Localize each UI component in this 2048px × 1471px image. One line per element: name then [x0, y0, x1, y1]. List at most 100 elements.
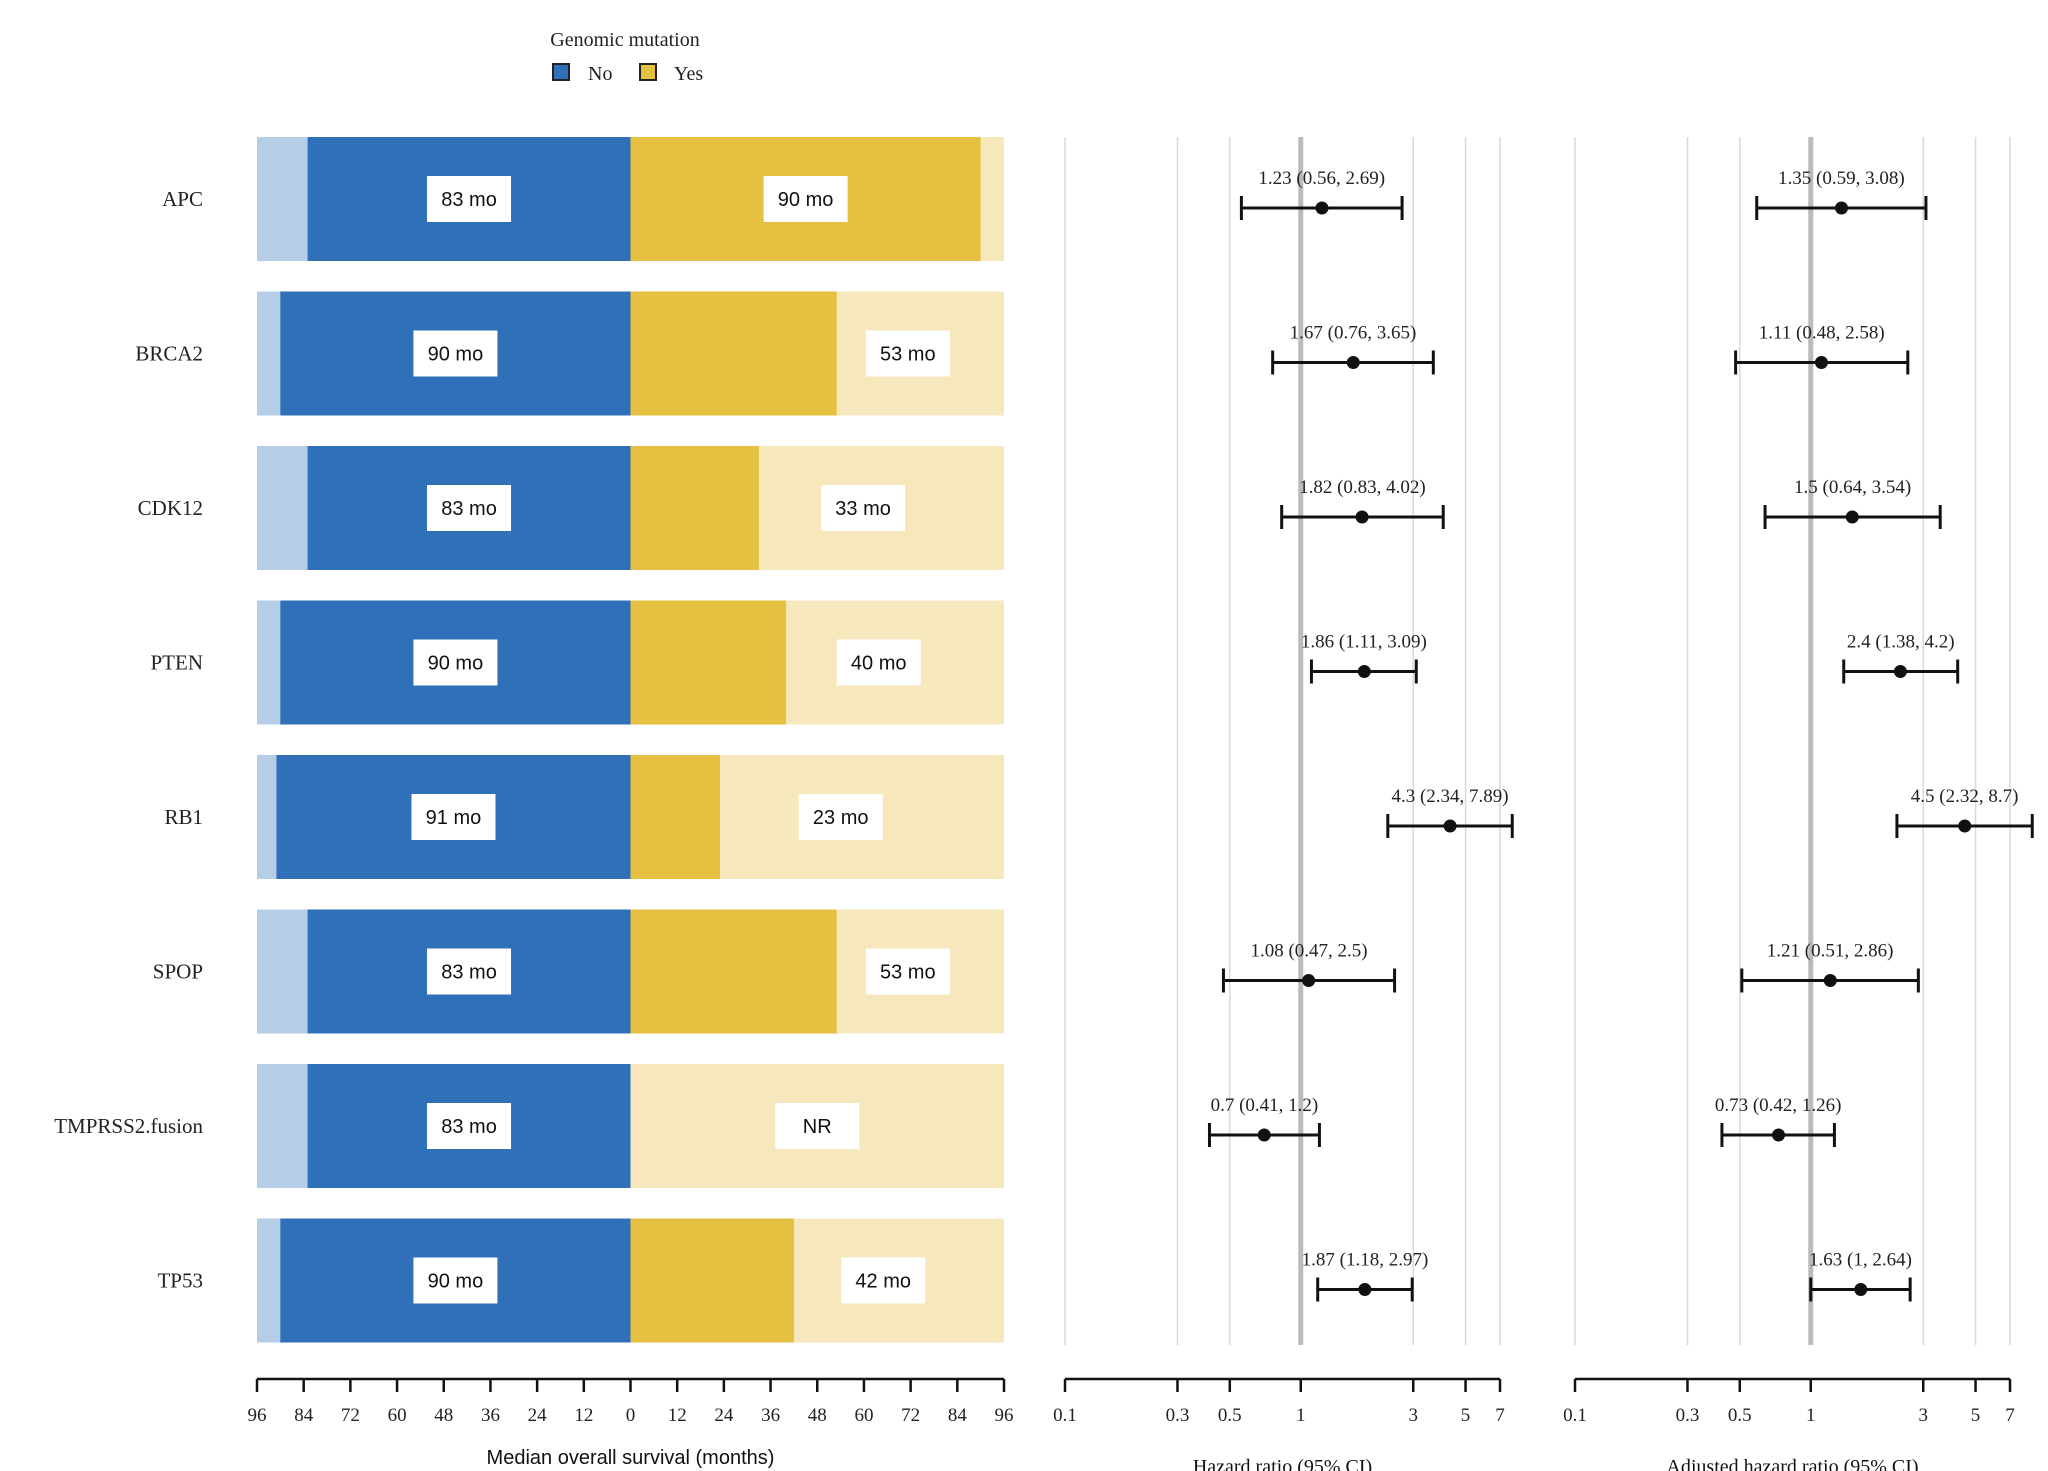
bar-yes [630, 1218, 794, 1343]
gene-label: SPOP [153, 960, 203, 984]
x-tick-label: 48 [434, 1405, 453, 1426]
x-tick-label: 0 [626, 1405, 636, 1426]
legend-swatch-no [552, 63, 570, 81]
estimate-label: 1.5 (0.64, 3.54) [1794, 477, 1911, 498]
x-tick-label: 0.5 [1218, 1405, 1242, 1426]
estimate-point [1834, 201, 1848, 215]
estimate-label: 1.87 (1.18, 2.97) [1302, 1250, 1429, 1271]
hazard-ratio-panel: 1.23 (0.56, 2.69) 1.67 (0.76, 3.65) 1.82 (… [1053, 137, 1514, 1471]
bar-yes [630, 291, 837, 416]
x-tick-label: 0.3 [1676, 1405, 1700, 1426]
estimate-point [1346, 356, 1360, 369]
legend-title: Genomic mutation [550, 29, 699, 51]
bar-yes [630, 446, 759, 570]
estimate-label: 0.73 (0.42, 1.26) [1715, 1095, 1842, 1116]
estimate-label: 4.3 (2.34, 7.89) [1391, 786, 1508, 807]
x-tick-label: 24 [528, 1405, 548, 1426]
gene-label: RB1 [164, 805, 203, 829]
gene-label: BRCA2 [135, 342, 203, 366]
bar-label-yes: 40 mo [851, 653, 907, 675]
estimate-point [1358, 1283, 1372, 1296]
legend: Genomic mutation No Yes [550, 29, 703, 85]
x-tick-label: 96 [995, 1405, 1014, 1426]
x-tick-label: 3 [1408, 1405, 1418, 1426]
gene-label: APC [162, 187, 203, 211]
x-tick-label: 84 [948, 1405, 968, 1426]
bar-label-box-yes [821, 485, 906, 531]
bar-label-no: 90 mo [428, 344, 484, 366]
estimate-label: 1.23 (0.56, 2.69) [1258, 168, 1385, 189]
estimate-point [1443, 819, 1457, 833]
estimate-point [1823, 974, 1837, 987]
estimate-label: 0.7 (0.41, 1.2) [1211, 1095, 1319, 1116]
x-tick-label: 72 [901, 1405, 920, 1426]
legend-swatch-yes [639, 63, 657, 81]
x-axis-title: Adjusted hazard ratio (95% CI) [1666, 1456, 1918, 1471]
bar-label-box-no [411, 794, 496, 840]
bar-label-box-no [427, 948, 512, 995]
bar-label-yes: NR [803, 1116, 832, 1138]
bar-label-box-no [427, 1103, 512, 1149]
bar-label-box-yes [865, 948, 950, 995]
bar-label-yes: 23 mo [813, 807, 869, 829]
gene-labels: APC BRCA2 CDK12 PTEN RB1 SPOP TMPRSS2.fusion TP… [54, 187, 203, 1293]
bar-label-yes: 90 mo [778, 189, 834, 211]
gene-label: CDK12 [138, 496, 203, 520]
x-tick-label: 48 [808, 1405, 827, 1426]
estimate-label: 1.67 (0.76, 3.65) [1290, 323, 1417, 344]
bar-label-box-yes [798, 794, 883, 840]
bar-label-no: 83 mo [441, 962, 497, 984]
x-axis-title: Median overall survival (months) [487, 1447, 775, 1469]
median-survival-panel: 83 mo 90 mo 90 mo 53 mo 83 mo 33 mo 90 mo 40 mo… [248, 137, 1014, 1469]
x-tick-label: 0.5 [1728, 1405, 1752, 1426]
x-tick-label: 60 [388, 1405, 407, 1426]
x-axis-title: Hazard ratio (95% CI) [1193, 1456, 1372, 1471]
estimate-label: 1.08 (0.47, 2.5) [1250, 941, 1367, 962]
gene-label: PTEN [151, 651, 204, 675]
x-tick-label: 36 [481, 1405, 500, 1426]
estimate-label: 1.21 (0.51, 2.86) [1767, 941, 1894, 962]
gene-label: TMPRSS2.fusion [54, 1114, 203, 1138]
x-tick-label: 0.1 [1563, 1405, 1587, 1426]
bar-label-box-yes [865, 330, 950, 377]
bar-label-no: 91 mo [426, 807, 482, 829]
x-tick-label: 7 [1495, 1405, 1505, 1426]
estimate-point [1302, 974, 1316, 987]
estimate-label: 1.35 (0.59, 3.08) [1778, 168, 1905, 189]
bar-label-box-yes [763, 176, 848, 222]
bar-label-no: 83 mo [441, 1116, 497, 1138]
estimate-label: 1.86 (1.11, 3.09) [1301, 632, 1427, 653]
estimate-point [1355, 510, 1369, 524]
estimate-point [1893, 665, 1907, 678]
bar-label-box-yes [836, 639, 921, 686]
x-tick-label: 5 [1971, 1405, 1981, 1426]
estimate-label: 4.5 (2.32, 8.7) [1911, 786, 2019, 807]
bar-label-yes: 53 mo [880, 344, 936, 366]
bar-yes [630, 755, 720, 879]
x-tick-label: 60 [854, 1405, 873, 1426]
bar-label-no: 90 mo [428, 653, 484, 675]
estimate-point [1814, 356, 1828, 369]
estimate-point [1958, 819, 1972, 833]
estimate-point [1772, 1128, 1786, 1142]
estimate-point [1854, 1283, 1868, 1296]
bar-label-no: 90 mo [428, 1271, 484, 1293]
bar-label-box-no [413, 1257, 498, 1304]
x-tick-label: 12 [668, 1405, 687, 1426]
legend-label-no: No [588, 63, 612, 85]
estimate-label: 1.63 (1, 2.64) [1809, 1250, 1912, 1271]
gene-label: TP53 [157, 1269, 203, 1293]
bar-label-box-no [413, 330, 498, 377]
x-tick-label: 0.3 [1166, 1405, 1190, 1426]
x-tick-label: 7 [2005, 1405, 2015, 1426]
bar-label-box-no [427, 176, 512, 222]
x-tick-label: 36 [761, 1405, 780, 1426]
x-tick-label: 84 [294, 1405, 314, 1426]
bar-label-yes: 53 mo [880, 962, 936, 984]
x-tick-label: 1 [1806, 1405, 1816, 1426]
legend-label-yes: Yes [674, 63, 703, 85]
bar-label-no: 83 mo [441, 189, 497, 211]
estimate-label: 1.11 (0.48, 2.58) [1759, 323, 1885, 344]
estimate-point [1257, 1128, 1271, 1142]
